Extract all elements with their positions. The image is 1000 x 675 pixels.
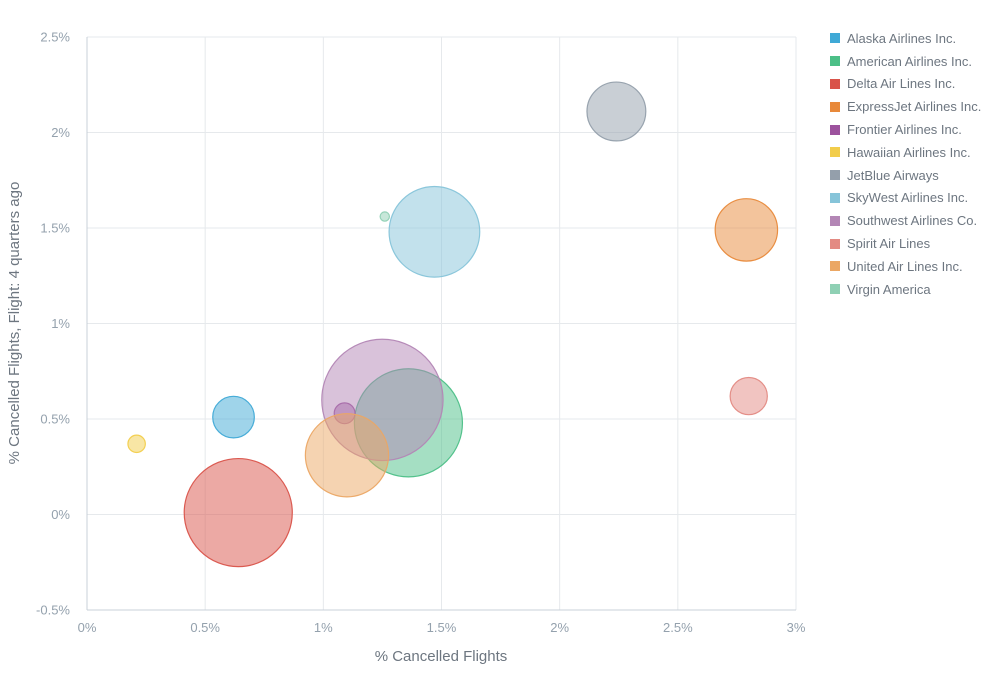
legend-label: Virgin America [847, 281, 931, 297]
legend-swatch [830, 261, 840, 272]
y-tick-label: 1.5% [40, 221, 70, 236]
y-tick-label: 1% [51, 316, 70, 331]
y-axis-title: % Cancelled Flights, Flight: 4 quarters … [6, 182, 23, 465]
bubble-delta-air-lines-inc[interactable] [183, 457, 293, 568]
y-tick-label: 2.5% [40, 30, 70, 45]
legend-label: Spirit Air Lines [847, 236, 931, 252]
y-tick-label: 0% [51, 507, 70, 522]
legend-item[interactable]: JetBlue Airways [830, 164, 981, 187]
y-tick-label: -0.5% [36, 603, 70, 618]
legend: Alaska Airlines Inc. American Airlines In… [830, 27, 981, 301]
legend-item[interactable]: United Air Lines Inc. [830, 255, 981, 278]
x-tick-label: 2% [550, 620, 569, 635]
bubble-jetblue-airways[interactable] [586, 81, 647, 142]
legend-swatch [830, 192, 840, 203]
legend-swatch [830, 33, 840, 44]
legend-item[interactable]: Alaska Airlines Inc. [830, 27, 981, 50]
legend-swatch [830, 238, 840, 249]
legend-item[interactable]: Frontier Airlines Inc. [830, 118, 981, 141]
legend-swatch [830, 147, 840, 158]
legend-label: Frontier Airlines Inc. [847, 122, 962, 138]
bubble-virgin-america[interactable] [379, 211, 391, 222]
legend-label: JetBlue Airways [847, 167, 939, 183]
legend-label: Alaska Airlines Inc. [847, 30, 957, 46]
bubble-hawaiian-airlines-inc[interactable] [127, 434, 146, 454]
bubbles [127, 81, 779, 568]
legend-item[interactable]: ExpressJet Airlines Inc. [830, 95, 981, 118]
legend-item[interactable]: Virgin America [830, 278, 981, 301]
y-tick-label: 2% [51, 125, 70, 140]
x-tick-label: 1.5% [427, 620, 457, 635]
bubble-expressjet-airlines-inc[interactable] [714, 198, 779, 262]
x-axis-title: % Cancelled Flights [375, 648, 508, 665]
bubble-alaska-airlines-inc[interactable] [212, 395, 255, 439]
legend-label: United Air Lines Inc. [847, 258, 963, 274]
legend-item[interactable]: Delta Air Lines Inc. [830, 73, 981, 96]
legend-label: ExpressJet Airlines Inc. [847, 99, 982, 115]
legend-item[interactable]: Spirit Air Lines [830, 232, 981, 255]
legend-swatch [830, 101, 840, 112]
axes [86, 37, 796, 611]
legend-swatch [830, 215, 840, 226]
legend-swatch [830, 170, 840, 181]
x-tick-label: 1% [314, 620, 333, 635]
x-tick-label: 0% [78, 620, 97, 635]
x-tick-label: 0.5% [190, 620, 220, 635]
legend-label: Southwest Airlines Co. [847, 213, 978, 229]
bubble-skywest-airlines-inc[interactable] [388, 185, 481, 278]
tick-labels: 0% 0.5% 1% 1.5% 2% 2.5% 3% 2.5% 2% 1.5% 1% 0.5% 0% -0… [36, 30, 806, 636]
legend-swatch [830, 284, 840, 295]
legend-item[interactable]: SkyWest Airlines Inc. [830, 187, 981, 210]
legend-item[interactable]: Southwest Airlines Co. [830, 209, 981, 232]
legend-label: American Airlines Inc. [847, 53, 972, 69]
legend-swatch [830, 56, 840, 67]
legend-swatch [830, 124, 840, 135]
legend-swatch [830, 78, 840, 89]
legend-label: SkyWest Airlines Inc. [847, 190, 969, 206]
x-tick-label: 2.5% [663, 620, 693, 635]
x-tick-label: 3% [787, 620, 806, 635]
legend-item[interactable]: Hawaiian Airlines Inc. [830, 141, 981, 164]
legend-item[interactable]: American Airlines Inc. [830, 50, 981, 73]
bubble-spirit-air-lines[interactable] [729, 376, 768, 416]
legend-label: Hawaiian Airlines Inc. [847, 144, 971, 160]
y-tick-label: 0.5% [40, 412, 70, 427]
legend-label: Delta Air Lines Inc. [847, 76, 956, 92]
bubble-united-air-lines-inc[interactable] [304, 413, 390, 498]
